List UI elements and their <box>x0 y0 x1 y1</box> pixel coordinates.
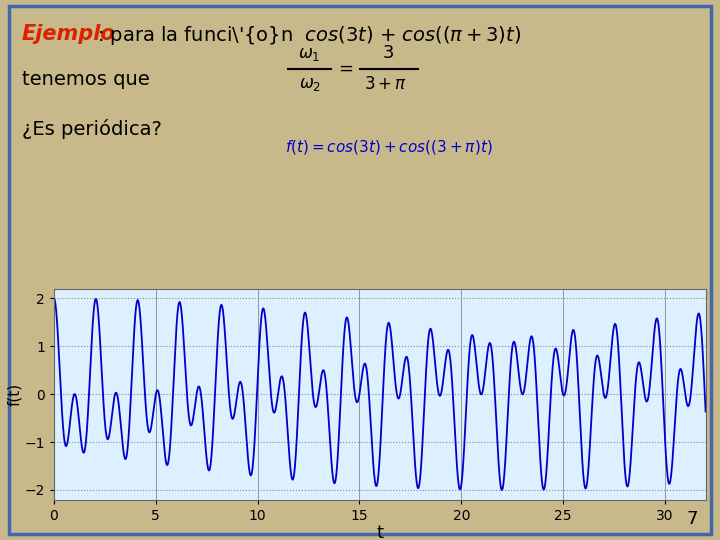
X-axis label: t: t <box>377 524 383 540</box>
Text: 7: 7 <box>687 510 698 528</box>
Text: 3: 3 <box>383 44 395 62</box>
Text: $f(t)=cos(3t)+cos((3+\pi)t)$: $f(t)=cos(3t)+cos((3+\pi)t)$ <box>285 138 492 156</box>
Text: : para la funci\'{o}n  $\it{cos(3t)}$ + $\it{cos((\pi+3)t)}$: : para la funci\'{o}n $\it{cos(3t)}$ + $… <box>97 24 521 48</box>
Y-axis label: f(t): f(t) <box>6 383 22 406</box>
Text: =: = <box>338 60 353 78</box>
Text: $3+\pi$: $3+\pi$ <box>364 75 407 93</box>
Text: ¿Es periódica?: ¿Es periódica? <box>22 119 161 139</box>
Text: tenemos que: tenemos que <box>22 70 149 89</box>
Text: $\omega_2$: $\omega_2$ <box>299 75 320 93</box>
Text: Ejemplo: Ejemplo <box>22 24 115 44</box>
Text: $\omega_1$: $\omega_1$ <box>299 45 320 63</box>
